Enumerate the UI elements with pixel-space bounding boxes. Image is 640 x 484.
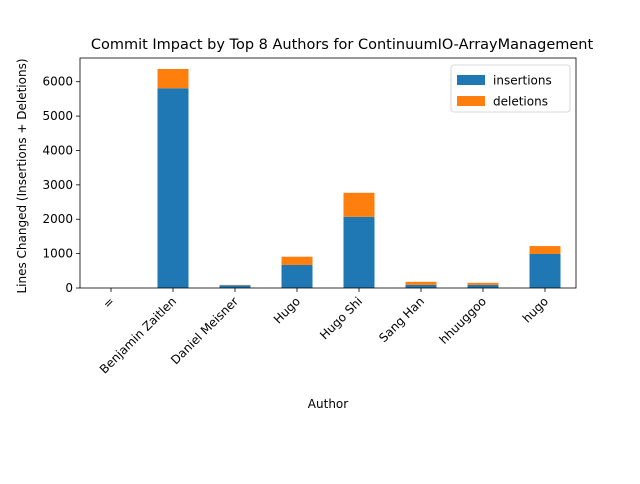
- y-tick-label: 4000: [42, 143, 73, 157]
- y-tick-label: 1000: [42, 247, 73, 261]
- bar-deletions-1: [158, 69, 189, 88]
- legend-label-insertions: insertions: [493, 74, 552, 88]
- chart-title: Commit Impact by Top 8 Authors for Conti…: [91, 37, 594, 53]
- bar-insertions-6: [468, 285, 499, 288]
- legend-swatch-insertions: [457, 75, 485, 85]
- bar-insertions-1: [158, 88, 189, 288]
- bar-insertions-3: [282, 265, 313, 288]
- bar-insertions-4: [344, 217, 375, 288]
- legend: insertions deletions: [451, 65, 570, 112]
- bar-deletions-6: [468, 283, 499, 285]
- y-tick-label: 6000: [42, 75, 73, 89]
- bar-deletions-5: [406, 282, 437, 285]
- y-tick-label: 3000: [42, 178, 73, 192]
- bar-deletions-7: [530, 246, 561, 254]
- bar-insertions-7: [530, 254, 561, 288]
- bar-deletions-4: [344, 193, 375, 217]
- legend-swatch-deletions: [457, 96, 485, 106]
- y-axis-label: Lines Changed (Insertions + Deletions): [15, 58, 29, 293]
- y-tick-label: 5000: [42, 109, 73, 123]
- bar-insertions-2: [220, 285, 251, 288]
- legend-label-deletions: deletions: [493, 95, 548, 109]
- bar-deletions-3: [282, 257, 313, 265]
- bar-insertions-5: [406, 285, 437, 288]
- x-axis-label: Author: [308, 397, 348, 411]
- y-tick-label: 0: [65, 281, 73, 295]
- y-tick-label: 2000: [42, 212, 73, 226]
